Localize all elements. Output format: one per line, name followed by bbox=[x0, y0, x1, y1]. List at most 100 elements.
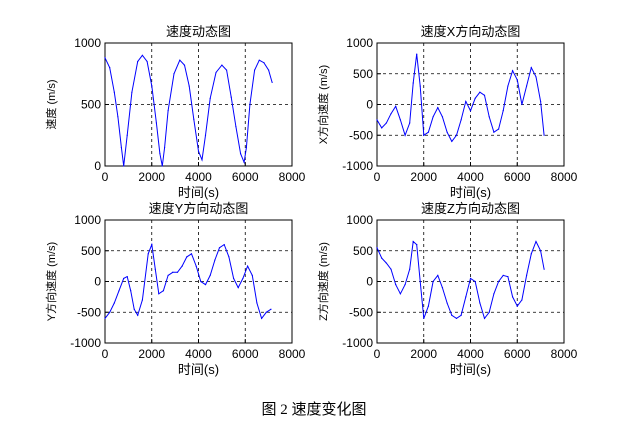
y-tick-label: 0 bbox=[94, 159, 101, 173]
data-point bbox=[376, 247, 378, 249]
x-tick-label: 6000 bbox=[232, 170, 259, 184]
y-tick-label: -1000 bbox=[70, 336, 101, 350]
data-point bbox=[540, 100, 542, 103]
data-point bbox=[263, 62, 265, 64]
data-point bbox=[395, 283, 397, 286]
data-point bbox=[117, 116, 119, 118]
data-point bbox=[113, 302, 115, 304]
x-axis-label: 时间(s) bbox=[450, 362, 491, 377]
data-point bbox=[502, 274, 504, 276]
y-tick-label: 0 bbox=[366, 98, 373, 112]
data-point bbox=[221, 64, 223, 66]
data-point bbox=[193, 118, 195, 120]
data-point bbox=[497, 128, 500, 130]
data-point bbox=[113, 91, 115, 93]
data-point bbox=[239, 153, 242, 155]
data-point bbox=[493, 293, 495, 295]
chart-title: 速度动态图 bbox=[166, 24, 231, 39]
data-point bbox=[419, 280, 421, 283]
y-tick-label: 500 bbox=[81, 244, 101, 258]
y-tick-label: -1000 bbox=[342, 336, 373, 350]
data-point bbox=[479, 91, 481, 93]
data-point bbox=[474, 97, 476, 99]
y-tick-label: 500 bbox=[81, 98, 101, 112]
data-point bbox=[137, 60, 139, 63]
x-tick-label: 8000 bbox=[551, 347, 578, 361]
data-point bbox=[479, 302, 481, 304]
x-tick-label: 0 bbox=[374, 170, 381, 184]
y-tick-label: -1000 bbox=[342, 159, 373, 173]
data-point bbox=[179, 59, 181, 61]
y-tick-label: -500 bbox=[349, 128, 373, 142]
data-point bbox=[390, 268, 392, 270]
data-point bbox=[404, 134, 406, 136]
data-point bbox=[469, 277, 472, 280]
data-point bbox=[460, 119, 462, 121]
data-point bbox=[376, 119, 378, 121]
data-point bbox=[258, 59, 260, 61]
y-tick-label: 1000 bbox=[74, 36, 101, 50]
data-point bbox=[133, 308, 135, 310]
chart-panel-2: 0 2000 4000 6000 8000 -1000 -500 0 500 1000 速度X方向动… bbox=[316, 24, 578, 200]
y-tick-label: 1000 bbox=[346, 213, 373, 227]
y-tick-label: -500 bbox=[77, 305, 101, 319]
data-point bbox=[254, 69, 256, 71]
data-point bbox=[167, 274, 169, 276]
x-tick-label: 4000 bbox=[185, 347, 212, 361]
data-point bbox=[441, 287, 444, 289]
data-point bbox=[493, 131, 495, 133]
x-tick-label: 2000 bbox=[410, 347, 437, 361]
x-tick-label: 4000 bbox=[457, 347, 484, 361]
data-point bbox=[176, 271, 179, 273]
data-point bbox=[256, 302, 258, 304]
data-point bbox=[543, 134, 545, 136]
x-tick-label: 8000 bbox=[279, 170, 306, 184]
chart-title: 速度X方向动态图 bbox=[421, 24, 521, 39]
data-point bbox=[123, 277, 125, 280]
data-point bbox=[151, 244, 153, 246]
data-point bbox=[251, 274, 253, 276]
data-point bbox=[427, 131, 430, 133]
data-point bbox=[243, 161, 245, 163]
y-tick-label: 1000 bbox=[74, 213, 101, 227]
data-point bbox=[530, 253, 532, 255]
data-point bbox=[141, 54, 143, 56]
data-point bbox=[385, 262, 387, 264]
data-point bbox=[104, 317, 106, 319]
data-point bbox=[409, 122, 411, 124]
data-point bbox=[516, 305, 518, 307]
data-point bbox=[419, 85, 421, 87]
series-line bbox=[376, 54, 545, 143]
data-point bbox=[465, 100, 467, 103]
chart-panel-4: 0 2000 4000 6000 8000 -1000 -500 0 500 1000 速度Z方向动… bbox=[316, 201, 578, 377]
data-point bbox=[195, 265, 197, 267]
data-point bbox=[162, 290, 165, 292]
data-point bbox=[265, 311, 267, 313]
x-axis-label: 时间(s) bbox=[450, 185, 491, 200]
data-point bbox=[497, 280, 500, 283]
data-point bbox=[530, 67, 532, 69]
data-point bbox=[181, 265, 183, 267]
data-point bbox=[228, 256, 230, 258]
data-point bbox=[535, 76, 537, 78]
data-point bbox=[451, 314, 453, 316]
data-point bbox=[427, 305, 430, 307]
data-point bbox=[455, 134, 458, 136]
data-point bbox=[437, 106, 439, 109]
data-point bbox=[151, 85, 153, 87]
data-point bbox=[540, 250, 542, 252]
data-point bbox=[483, 317, 486, 319]
data-point bbox=[209, 97, 211, 99]
x-tick-label: 0 bbox=[102, 347, 109, 361]
data-point bbox=[214, 259, 216, 261]
x-tick-label: 4000 bbox=[185, 170, 212, 184]
data-point bbox=[158, 293, 160, 295]
series-line bbox=[104, 242, 272, 320]
data-point bbox=[104, 57, 106, 59]
chart-title: 速度Y方向动态图 bbox=[149, 201, 249, 216]
data-point bbox=[146, 60, 148, 63]
figure-caption: 图 2 速度变化图 bbox=[261, 402, 367, 418]
data-point bbox=[167, 110, 169, 112]
data-point bbox=[409, 268, 411, 270]
